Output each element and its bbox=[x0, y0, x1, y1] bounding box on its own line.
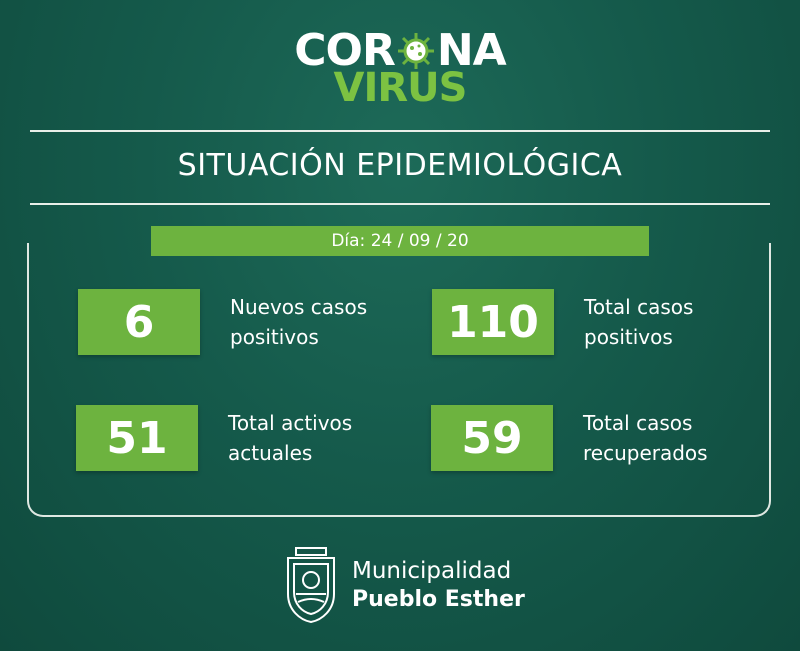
page-title: SITUACIÓN EPIDEMIOLÓGICA bbox=[177, 148, 623, 183]
virus-icon bbox=[397, 33, 434, 69]
corona-virus-logo: COR NA VIRUS bbox=[0, 25, 800, 111]
stat-total-recuperados: 59 Total casos recuperados bbox=[431, 405, 708, 471]
stat-value: 6 bbox=[78, 289, 200, 355]
stat-value: 59 bbox=[431, 405, 553, 471]
stat-label: Nuevos casos positivos bbox=[230, 295, 368, 349]
footer-municipalidad: Municipalidad bbox=[352, 558, 512, 584]
footer-pueblo-esther: Pueblo Esther bbox=[352, 587, 525, 612]
municipal-seal-icon bbox=[287, 547, 335, 624]
footer-brand: Municipalidad Pueblo Esther bbox=[282, 546, 525, 624]
stat-label: Total activos actuales bbox=[228, 411, 353, 465]
top-divider bbox=[30, 130, 770, 132]
logo-virus-text: VIRUS bbox=[333, 65, 468, 111]
stat-label: Total casos recuperados bbox=[583, 411, 708, 465]
date-bar: Día: 24 / 09 / 20 bbox=[151, 226, 649, 256]
stat-value: 110 bbox=[432, 289, 554, 355]
stat-total-activos: 51 Total activos actuales bbox=[76, 405, 352, 471]
logo-corona-text: COR NA bbox=[294, 25, 506, 76]
stat-total-casos: 110 Total casos positivos bbox=[432, 289, 693, 355]
bottom-divider bbox=[30, 203, 770, 205]
stat-nuevos-casos: 6 Nuevos casos positivos bbox=[78, 289, 367, 355]
stats-frame bbox=[27, 243, 771, 517]
stat-label: Total casos positivos bbox=[584, 295, 694, 349]
stat-value: 51 bbox=[76, 405, 198, 471]
